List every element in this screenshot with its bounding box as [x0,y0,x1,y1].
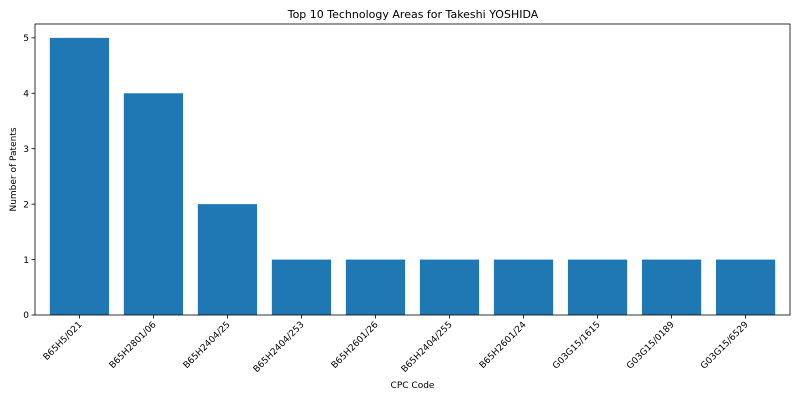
y-tick-label: 1 [23,256,29,266]
y-tick-label: 4 [23,89,29,99]
bar-B65H2404/255 [420,260,479,315]
x-tick-label: B65H2404/253 [252,320,307,375]
x-tick-label: B65H2404/25 [182,320,233,371]
bar-B65H5/021 [50,38,109,315]
bar-G03G15/1615 [568,260,627,315]
bar-B65H2801/06 [124,93,183,315]
bar-G03G15/0189 [642,260,701,315]
y-axis-label: Number of Patents [9,127,19,211]
x-tick-label: B65H5/021 [42,320,85,363]
y-axis: 0 1 2 3 4 5 [23,34,35,321]
x-tick-label: G03G15/0189 [625,320,677,372]
x-tick-label: B65H2404/255 [400,320,455,375]
bars-group [50,38,775,315]
x-axis: B65H5/021 B65H2801/06 B65H2404/25 B65H2404/… [42,315,751,375]
bar-B65H2601/26 [346,260,405,315]
x-axis-label: CPC Code [391,381,435,391]
x-tick-label: B65H2601/26 [330,320,381,371]
x-tick-label: B65H2801/06 [108,320,159,371]
y-tick-label: 2 [23,200,29,210]
bar-B65H2404/253 [272,260,331,315]
bar-B65H2601/24 [494,260,553,315]
x-tick-label: G03G15/6529 [699,320,751,372]
y-tick-label: 5 [23,34,29,44]
bar-B65H2404/25 [198,204,257,315]
x-tick-label: G03G15/1615 [551,320,602,371]
chart-title: Top 10 Technology Areas for Takeshi YOSH… [287,8,539,21]
y-tick-label: 0 [23,311,29,321]
x-tick-label: B65H2601/24 [478,320,529,371]
bar-G03G15/6529 [716,260,775,315]
y-tick-label: 3 [23,145,29,155]
